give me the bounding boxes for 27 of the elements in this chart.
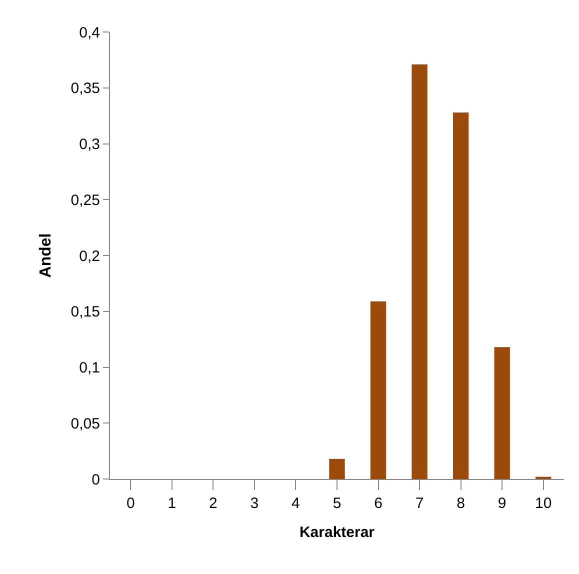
- y-tick-label: 0,05: [70, 415, 100, 432]
- bar: [494, 347, 510, 479]
- x-tick-label: 5: [332, 495, 342, 512]
- y-tick-label: 0,3: [79, 136, 100, 153]
- y-tick-label: 0,15: [70, 304, 100, 321]
- x-axis-title: Karakterar: [299, 524, 375, 541]
- x-tick-label: 0: [126, 495, 135, 512]
- y-tick-label: 0,25: [70, 192, 100, 209]
- bar: [412, 64, 428, 479]
- y-tick-label: 0,4: [79, 24, 100, 42]
- x-tick-label: 3: [250, 495, 259, 512]
- y-tick-label: 0: [92, 471, 100, 488]
- x-tick-label: 6: [374, 495, 382, 512]
- x-tick-label: 2: [209, 495, 218, 512]
- x-tick-label: 7: [415, 495, 424, 512]
- bar: [452, 112, 469, 479]
- y-tick-label: 0,1: [79, 360, 100, 376]
- y-tick-label: 0,35: [70, 80, 100, 98]
- x-tick-label: 1: [168, 495, 176, 512]
- x-tick-label: 8: [456, 495, 465, 512]
- y-axis-title: Andel: [38, 233, 55, 278]
- x-tick-label: 10: [535, 495, 552, 512]
- bar: [370, 301, 386, 479]
- x-tick-label: 4: [292, 495, 300, 512]
- y-tick-label: 0,2: [79, 248, 100, 265]
- bar: [329, 458, 345, 479]
- x-tick-label: 9: [498, 495, 506, 512]
